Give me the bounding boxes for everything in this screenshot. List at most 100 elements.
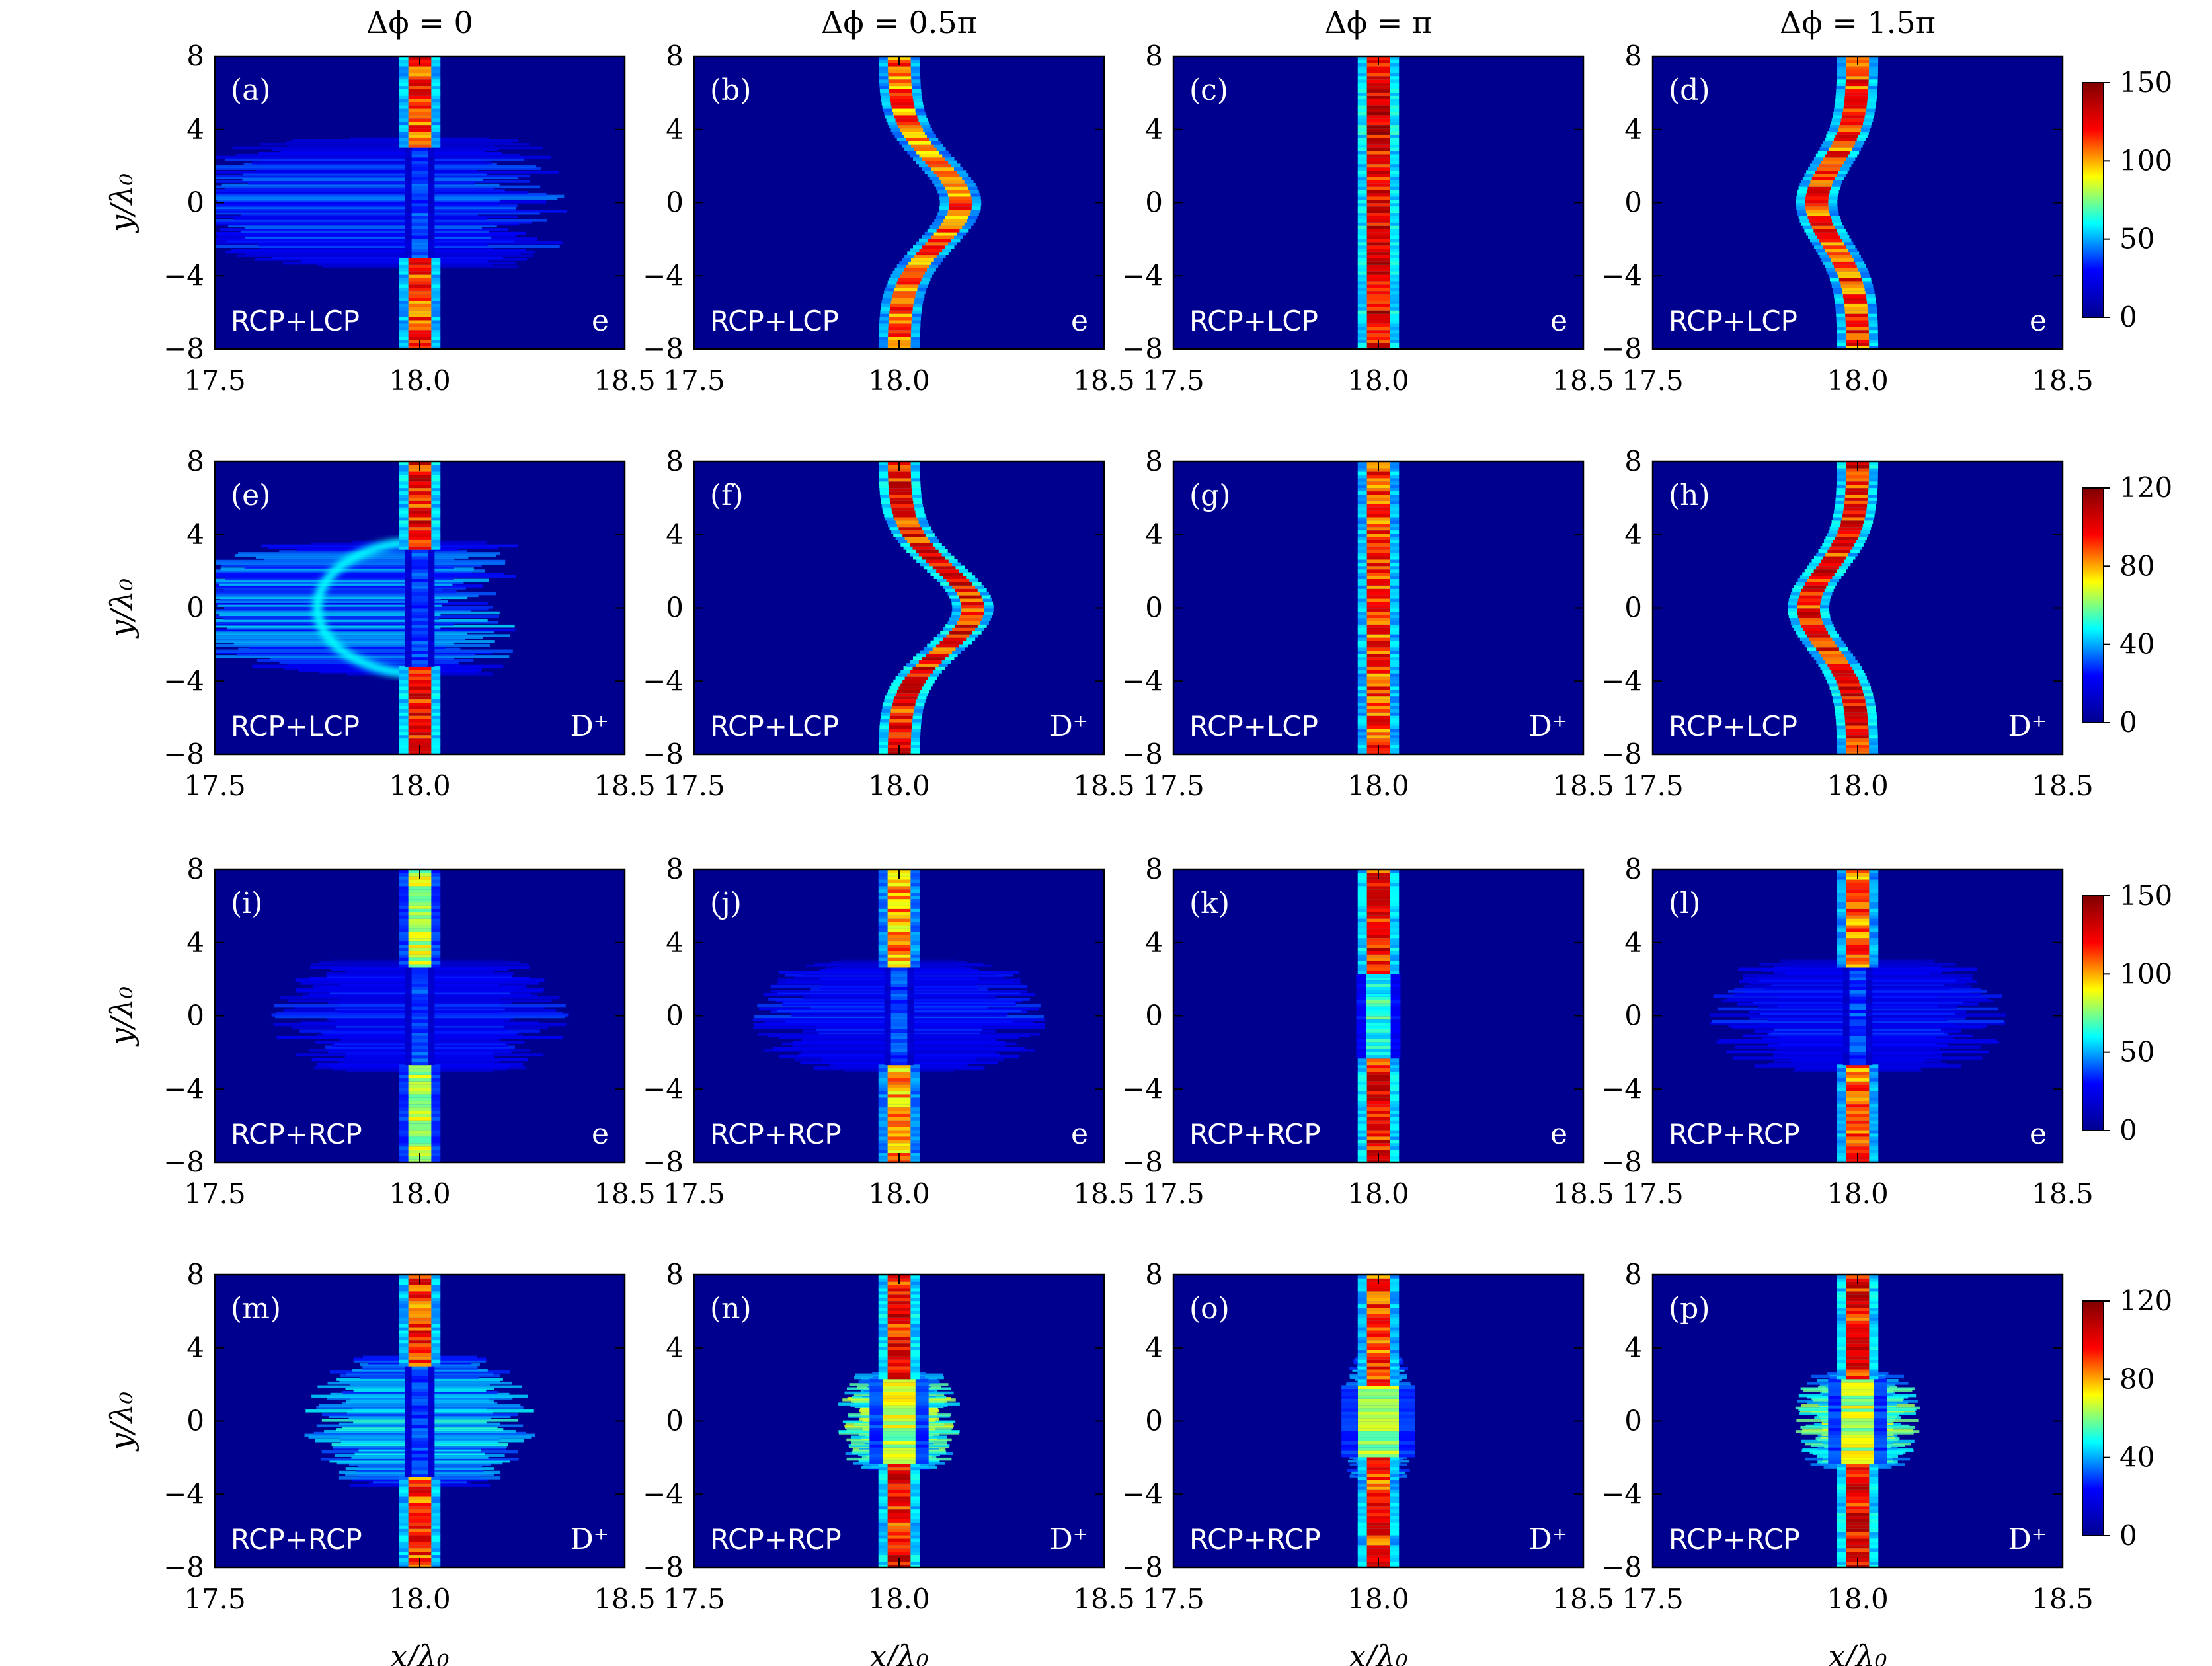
filament-core xyxy=(948,196,972,200)
filament-core xyxy=(887,1349,911,1353)
filament-core xyxy=(408,1120,432,1124)
filament-core xyxy=(887,1528,911,1532)
y-tick-label: −8 xyxy=(163,1551,204,1583)
filament-core xyxy=(888,481,912,485)
filament-core xyxy=(887,1290,911,1295)
filament-core xyxy=(411,653,428,658)
filament-core xyxy=(1366,578,1390,582)
filament-core xyxy=(1807,633,1831,638)
diffuse-stripe xyxy=(215,196,558,200)
filament-core xyxy=(1366,92,1390,96)
filament-core xyxy=(411,555,428,560)
colorbar-tick-label: 100 xyxy=(2119,144,2172,177)
filament-core xyxy=(890,980,908,984)
filament-core xyxy=(887,882,911,887)
filament-core xyxy=(1366,672,1390,677)
filament-core xyxy=(1840,121,1864,126)
filament-core xyxy=(1846,1142,1870,1147)
filament-core xyxy=(1846,1349,1870,1353)
filament-core xyxy=(1366,150,1390,155)
filament-core xyxy=(1366,1541,1390,1546)
filament-core xyxy=(949,202,972,207)
filament-core xyxy=(1366,1314,1390,1318)
filament-core xyxy=(1366,921,1390,926)
diffuse-stripe xyxy=(215,174,530,178)
filament-core xyxy=(411,231,428,236)
x-tick-label: 17.5 xyxy=(663,364,725,397)
filament-core xyxy=(1366,980,1391,984)
filament-core xyxy=(1366,591,1390,596)
filament-core xyxy=(411,1029,428,1033)
filament-core xyxy=(1366,1025,1391,1029)
filament-core xyxy=(1846,1359,1870,1363)
filament-core xyxy=(1366,1290,1390,1295)
filament-core xyxy=(408,270,432,275)
diffuse-stripe xyxy=(219,582,453,586)
filament-core xyxy=(1823,656,1846,661)
y-tick-label: 8 xyxy=(666,40,684,72)
y-tick-label: −4 xyxy=(643,259,684,292)
filament-core xyxy=(408,523,432,528)
filament-core xyxy=(1813,228,1837,233)
filament-core xyxy=(1841,1408,1874,1412)
filament-core xyxy=(1849,993,1866,997)
y-tick-label: 8 xyxy=(186,445,204,477)
filament-core xyxy=(1815,170,1838,174)
filament-core xyxy=(883,1378,916,1383)
filament-core xyxy=(1846,474,1869,479)
filament-core xyxy=(898,277,922,282)
filament-core xyxy=(1841,1443,1874,1448)
filament-core xyxy=(1846,1541,1870,1546)
x-tick-label: 18.0 xyxy=(868,364,930,397)
filament-core xyxy=(1846,1353,1870,1357)
filament-core xyxy=(408,1113,432,1117)
y-tick-label: 8 xyxy=(186,853,204,885)
filament-core xyxy=(1841,1388,1874,1392)
filament-core xyxy=(1366,503,1390,508)
filament-core xyxy=(887,937,911,942)
filament-core xyxy=(411,1473,428,1477)
y-tick-label: 0 xyxy=(1145,592,1163,624)
filament-core xyxy=(894,287,918,292)
diffuse-stripe xyxy=(301,259,489,263)
filament-core xyxy=(408,715,432,719)
x-tick-label: 18.5 xyxy=(1073,364,1135,397)
filament-core xyxy=(1846,885,1870,890)
species-label: D⁺ xyxy=(1049,709,1088,743)
filament-core xyxy=(408,728,432,733)
filament-core xyxy=(887,1071,911,1075)
filament-core xyxy=(887,911,911,916)
filament-core xyxy=(1366,251,1390,256)
filament-core xyxy=(1841,1414,1874,1419)
filament-core xyxy=(1846,1326,1870,1331)
filament-core xyxy=(1846,1284,1870,1289)
filament-core xyxy=(887,944,911,948)
filament-core xyxy=(408,297,432,301)
filament-core xyxy=(1366,1051,1391,1056)
x-tick-label: 18.0 xyxy=(868,1177,930,1210)
filament-core xyxy=(408,336,432,340)
filament-core xyxy=(1841,1424,1874,1429)
filament-core xyxy=(411,1408,428,1412)
filament-core xyxy=(1809,575,1833,579)
diffuse-stripe xyxy=(215,640,495,643)
filament-core xyxy=(928,238,951,243)
y-tick-label: −8 xyxy=(1601,1146,1642,1178)
x-tick-label: 18.0 xyxy=(389,770,451,802)
y-tick-label: 8 xyxy=(1624,40,1642,72)
filament-core xyxy=(1843,104,1867,109)
filament-core xyxy=(1366,82,1390,87)
filament-core xyxy=(411,973,428,978)
filament-core xyxy=(1846,1132,1870,1137)
species-label: D⁺ xyxy=(2008,709,2047,743)
filament-core xyxy=(1366,1006,1391,1010)
filament-core xyxy=(952,585,976,589)
filament-core xyxy=(1366,621,1390,625)
filament-core xyxy=(922,555,945,560)
filament-core xyxy=(411,1404,428,1409)
species-label: e xyxy=(1071,1117,1088,1151)
polarization-label: RCP+LCP xyxy=(231,305,360,337)
filament-core xyxy=(887,1362,911,1367)
filament-core xyxy=(408,1326,432,1331)
filament-core xyxy=(411,1061,428,1066)
